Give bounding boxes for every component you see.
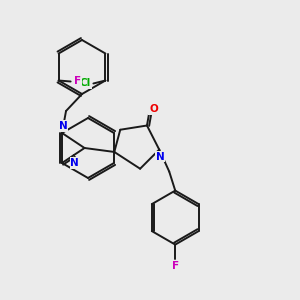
Text: N: N — [58, 121, 68, 131]
Text: F: F — [172, 261, 179, 271]
Text: F: F — [74, 76, 81, 86]
Text: N: N — [156, 152, 165, 162]
Text: Cl: Cl — [80, 79, 91, 88]
Text: N: N — [70, 158, 79, 168]
Text: O: O — [149, 104, 158, 114]
